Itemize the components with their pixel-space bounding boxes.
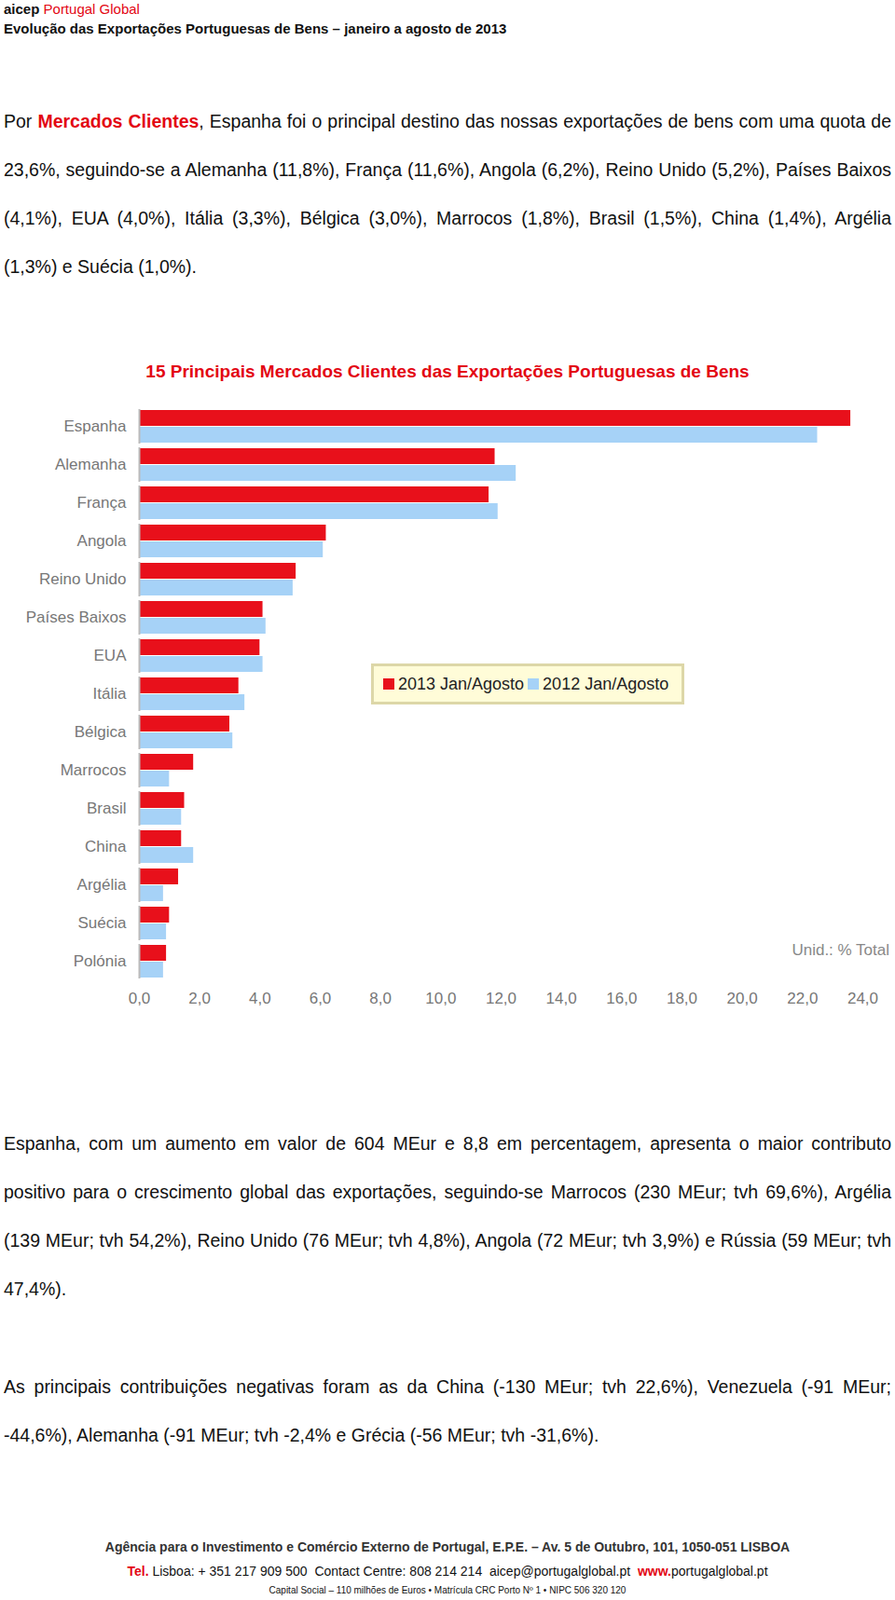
svg-text:Suécia: Suécia bbox=[78, 914, 128, 933]
svg-text:6,0: 6,0 bbox=[309, 990, 332, 1008]
svg-text:Bélgica: Bélgica bbox=[74, 723, 127, 742]
svg-text:Polónia: Polónia bbox=[73, 952, 127, 971]
html-text:15 Principais Mercados Cliente: 15 Principais Mercados Clientes das Expo… bbox=[145, 361, 750, 382]
html-text:aicep Portugal Global: aicep Portugal Global bbox=[3, 0, 140, 17]
html-text:As principais contribuições ne: As principais contribuições negativas fo… bbox=[3, 1376, 892, 1446]
svg-text:18,0: 18,0 bbox=[666, 990, 698, 1008]
html-text:Por Mercados Clientes, Espanha: Por Mercados Clientes, Espanha foi o pri… bbox=[3, 110, 892, 277]
html-text:Tel. Lisboa: + 351 217 909 500: Tel. Lisboa: + 351 217 909 500 Contact C… bbox=[127, 1564, 768, 1580]
svg-text:Angola: Angola bbox=[77, 532, 127, 551]
svg-text:França: França bbox=[77, 494, 127, 512]
svg-text:Alemanha: Alemanha bbox=[55, 455, 127, 474]
svg-text:24,0: 24,0 bbox=[847, 990, 879, 1008]
svg-text:Argélia: Argélia bbox=[77, 876, 127, 895]
html-text:Capital Social – 110 milhões d: Capital Social – 110 milhões de Euros • … bbox=[268, 1585, 626, 1597]
svg-text:16,0: 16,0 bbox=[605, 990, 637, 1008]
svg-text:12,0: 12,0 bbox=[485, 990, 517, 1008]
svg-text:Países Baixos: Países Baixos bbox=[26, 608, 127, 627]
svg-text:Espanha: Espanha bbox=[63, 417, 127, 436]
svg-text:14,0: 14,0 bbox=[546, 990, 578, 1008]
svg-text:2,0: 2,0 bbox=[188, 990, 211, 1008]
svg-text:8,0: 8,0 bbox=[369, 990, 392, 1008]
html-text:2013 Jan/Agosto: 2013 Jan/Agosto bbox=[398, 674, 525, 694]
svg-text:EUA: EUA bbox=[94, 647, 128, 665]
svg-text:Marrocos: Marrocos bbox=[60, 761, 127, 780]
svg-text:20,0: 20,0 bbox=[727, 990, 758, 1008]
html-text:Unid.: % Total: Unid.: % Total bbox=[791, 941, 890, 960]
svg-text:Brasil: Brasil bbox=[86, 799, 127, 818]
html-text:Agência para o Investimento e: Agência para o Investimento e Comércio E… bbox=[105, 1540, 790, 1556]
svg-text:22,0: 22,0 bbox=[786, 990, 818, 1008]
svg-text:Reino Unido: Reino Unido bbox=[39, 570, 127, 589]
html-text:2012 Jan/Agosto: 2012 Jan/Agosto bbox=[542, 674, 669, 694]
svg-text:Itália: Itália bbox=[93, 685, 127, 703]
html-text:Espanha, com um aumento em val: Espanha, com um aumento em valor de 604 … bbox=[3, 1133, 892, 1300]
svg-text:10,0: 10,0 bbox=[425, 990, 456, 1008]
svg-text:4,0: 4,0 bbox=[248, 990, 272, 1008]
svg-text:0,0: 0,0 bbox=[128, 990, 152, 1008]
html-text:Evolução das Exportações Portu: Evolução das Exportações Portuguesas de … bbox=[3, 20, 507, 37]
svg-text:China: China bbox=[84, 838, 127, 856]
